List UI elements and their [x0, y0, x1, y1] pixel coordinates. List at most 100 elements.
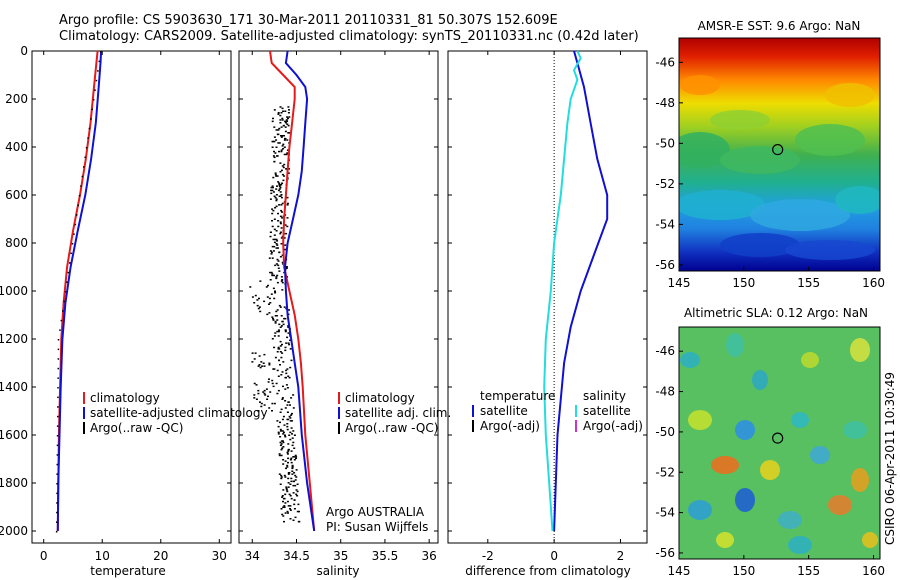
- temperature-argo-dot: [56, 511, 58, 514]
- salinity-argo-dot: [286, 204, 289, 206]
- salinity-argo-dot: [292, 492, 295, 494]
- salinity-argo-dot: [295, 476, 298, 478]
- salinity-argo-dot: [277, 433, 280, 435]
- salinity-argo-dot: [285, 232, 288, 235]
- diff-legend-sal-argo: Argo(-adj): [583, 419, 643, 433]
- salinity-argo-dot: [269, 235, 272, 238]
- salinity-argo-dot: [279, 340, 282, 343]
- salinity-argo-dot: [281, 281, 284, 284]
- salinity-argo-dot: [272, 176, 275, 179]
- salinity-argo-dot: [284, 110, 287, 112]
- salinity-argo-dot: [255, 398, 258, 400]
- salinity-argo-dot: [285, 467, 287, 470]
- temperature-argo-dots: [55, 51, 102, 533]
- salinity-argo-dot: [270, 189, 273, 192]
- salinity-argo-dot: [277, 142, 280, 144]
- salinity-xtick-label: 35: [333, 549, 348, 563]
- salinity-argo-dot: [271, 273, 274, 275]
- salinity-argo-dot: [290, 397, 293, 399]
- salinity-argo-dot: [287, 461, 289, 464]
- salinity-argo-dot: [283, 163, 286, 166]
- temperature-series-0: [56, 50, 99, 532]
- difference-series-0: [553, 50, 609, 532]
- salinity-argo-dot: [286, 368, 289, 370]
- salinity-argo-dot: [275, 276, 278, 278]
- salinity-argo-dot: [283, 237, 286, 239]
- salinity-argo-dot: [289, 518, 292, 520]
- temperature-argo-dot: [63, 300, 65, 303]
- salinity-argo-dot: [258, 297, 260, 300]
- salinity-argo-dot: [271, 257, 274, 259]
- salinity-argo-dot: [276, 155, 279, 157]
- salinity-argo-dot: [291, 433, 293, 435]
- salinity-argo-dot: [275, 382, 278, 385]
- sla-map-title: Altimetric SLA: 0.12 Argo: NaN: [684, 306, 868, 320]
- salinity-argo-dot: [269, 231, 272, 233]
- salinity-argo-dot: [271, 316, 274, 318]
- temperature-argo-dot: [57, 415, 59, 418]
- salinity-argo-dot: [279, 162, 282, 164]
- salinity-argo-dot: [277, 375, 280, 377]
- sla-blob: [851, 468, 869, 492]
- sst-map-ytick-label: -48: [655, 96, 675, 110]
- salinity-argo-dot: [286, 387, 289, 389]
- salinity-argo-dot: [284, 330, 287, 333]
- temperature-argo-dot: [57, 339, 60, 341]
- salinity-argo-dot: [281, 496, 284, 498]
- salinity-argo-dot: [286, 196, 289, 199]
- salinity-argo-dot: [283, 520, 285, 523]
- temperature-argo-dot: [91, 108, 93, 111]
- salinity-argo-dot: [280, 448, 283, 451]
- salinity-argo-dot: [279, 122, 282, 124]
- salinity-argo-dot: [271, 410, 273, 412]
- salinity-argo-dot: [293, 480, 296, 483]
- salinity-argo-dot: [285, 489, 288, 491]
- salinity-argo-dot: [276, 258, 279, 261]
- salinity-argo-dot: [283, 248, 286, 251]
- salinity-argo-dot: [285, 342, 288, 344]
- salinity-argo-dot: [291, 473, 294, 475]
- salinity-argo-dot: [260, 361, 263, 363]
- salinity-argo-dot: [281, 202, 284, 205]
- salinity-argo-dot: [284, 224, 287, 226]
- salinity-argo-dot: [273, 126, 276, 128]
- salinity-argo-dot: [289, 404, 291, 406]
- salinity-argo-dot: [282, 361, 285, 363]
- salinity-argo-dot: [278, 323, 281, 326]
- sst-map-ticks: 145 150 155 160 -46 -48 -50 -52 -54 -56: [655, 55, 885, 290]
- salinity-argo-dot: [284, 137, 287, 140]
- salinity-argo-dot: [273, 335, 276, 337]
- temperature-argo-dot: [85, 147, 88, 149]
- salinity-argo-dot: [292, 407, 295, 409]
- temperature-ytick-label: 1200: [0, 332, 28, 346]
- sla-blob: [711, 456, 739, 474]
- salinity-series-0: [269, 50, 316, 532]
- salinity-argo-dot: [281, 211, 283, 213]
- sla-blob: [688, 410, 712, 430]
- salinity-argo-dot: [286, 336, 289, 339]
- sst-map-xtick-label: 160: [862, 276, 885, 290]
- salinity-argo-dot: [296, 490, 299, 493]
- temperature-argo-dot: [56, 502, 58, 504]
- salinity-argo-dot: [282, 385, 284, 388]
- salinity-argo-dot: [274, 152, 277, 154]
- salinity-argo-dot: [257, 307, 260, 310]
- salinity-argo-dot: [285, 267, 288, 269]
- salinity-argo-dot: [282, 463, 285, 465]
- sst-map-panel: AMSR-E SST: 9.6 Argo: NaN 145 150 155 160 -4…: [655, 19, 885, 290]
- salinity-argo-dot: [269, 391, 272, 393]
- salinity-argo-dot: [277, 431, 280, 434]
- salinity-argo-dot: [273, 150, 275, 153]
- salinity-argo-dot: [288, 116, 291, 118]
- sst-map-ytick-label: -46: [655, 55, 675, 69]
- salinity-argo-dot: [268, 303, 270, 305]
- sal-legend-satellite: satellite adj. clim.: [345, 406, 451, 420]
- salinity-argo-dot: [274, 332, 277, 334]
- salinity-argo-dot: [278, 188, 281, 190]
- salinity-argo-dot: [272, 140, 275, 143]
- salinity-argo-dot: [296, 510, 299, 513]
- salinity-argo-dot: [259, 366, 262, 369]
- salinity-argo-dot: [286, 120, 289, 123]
- sst-map-frame: [678, 37, 881, 272]
- salinity-argo-dot: [273, 297, 276, 300]
